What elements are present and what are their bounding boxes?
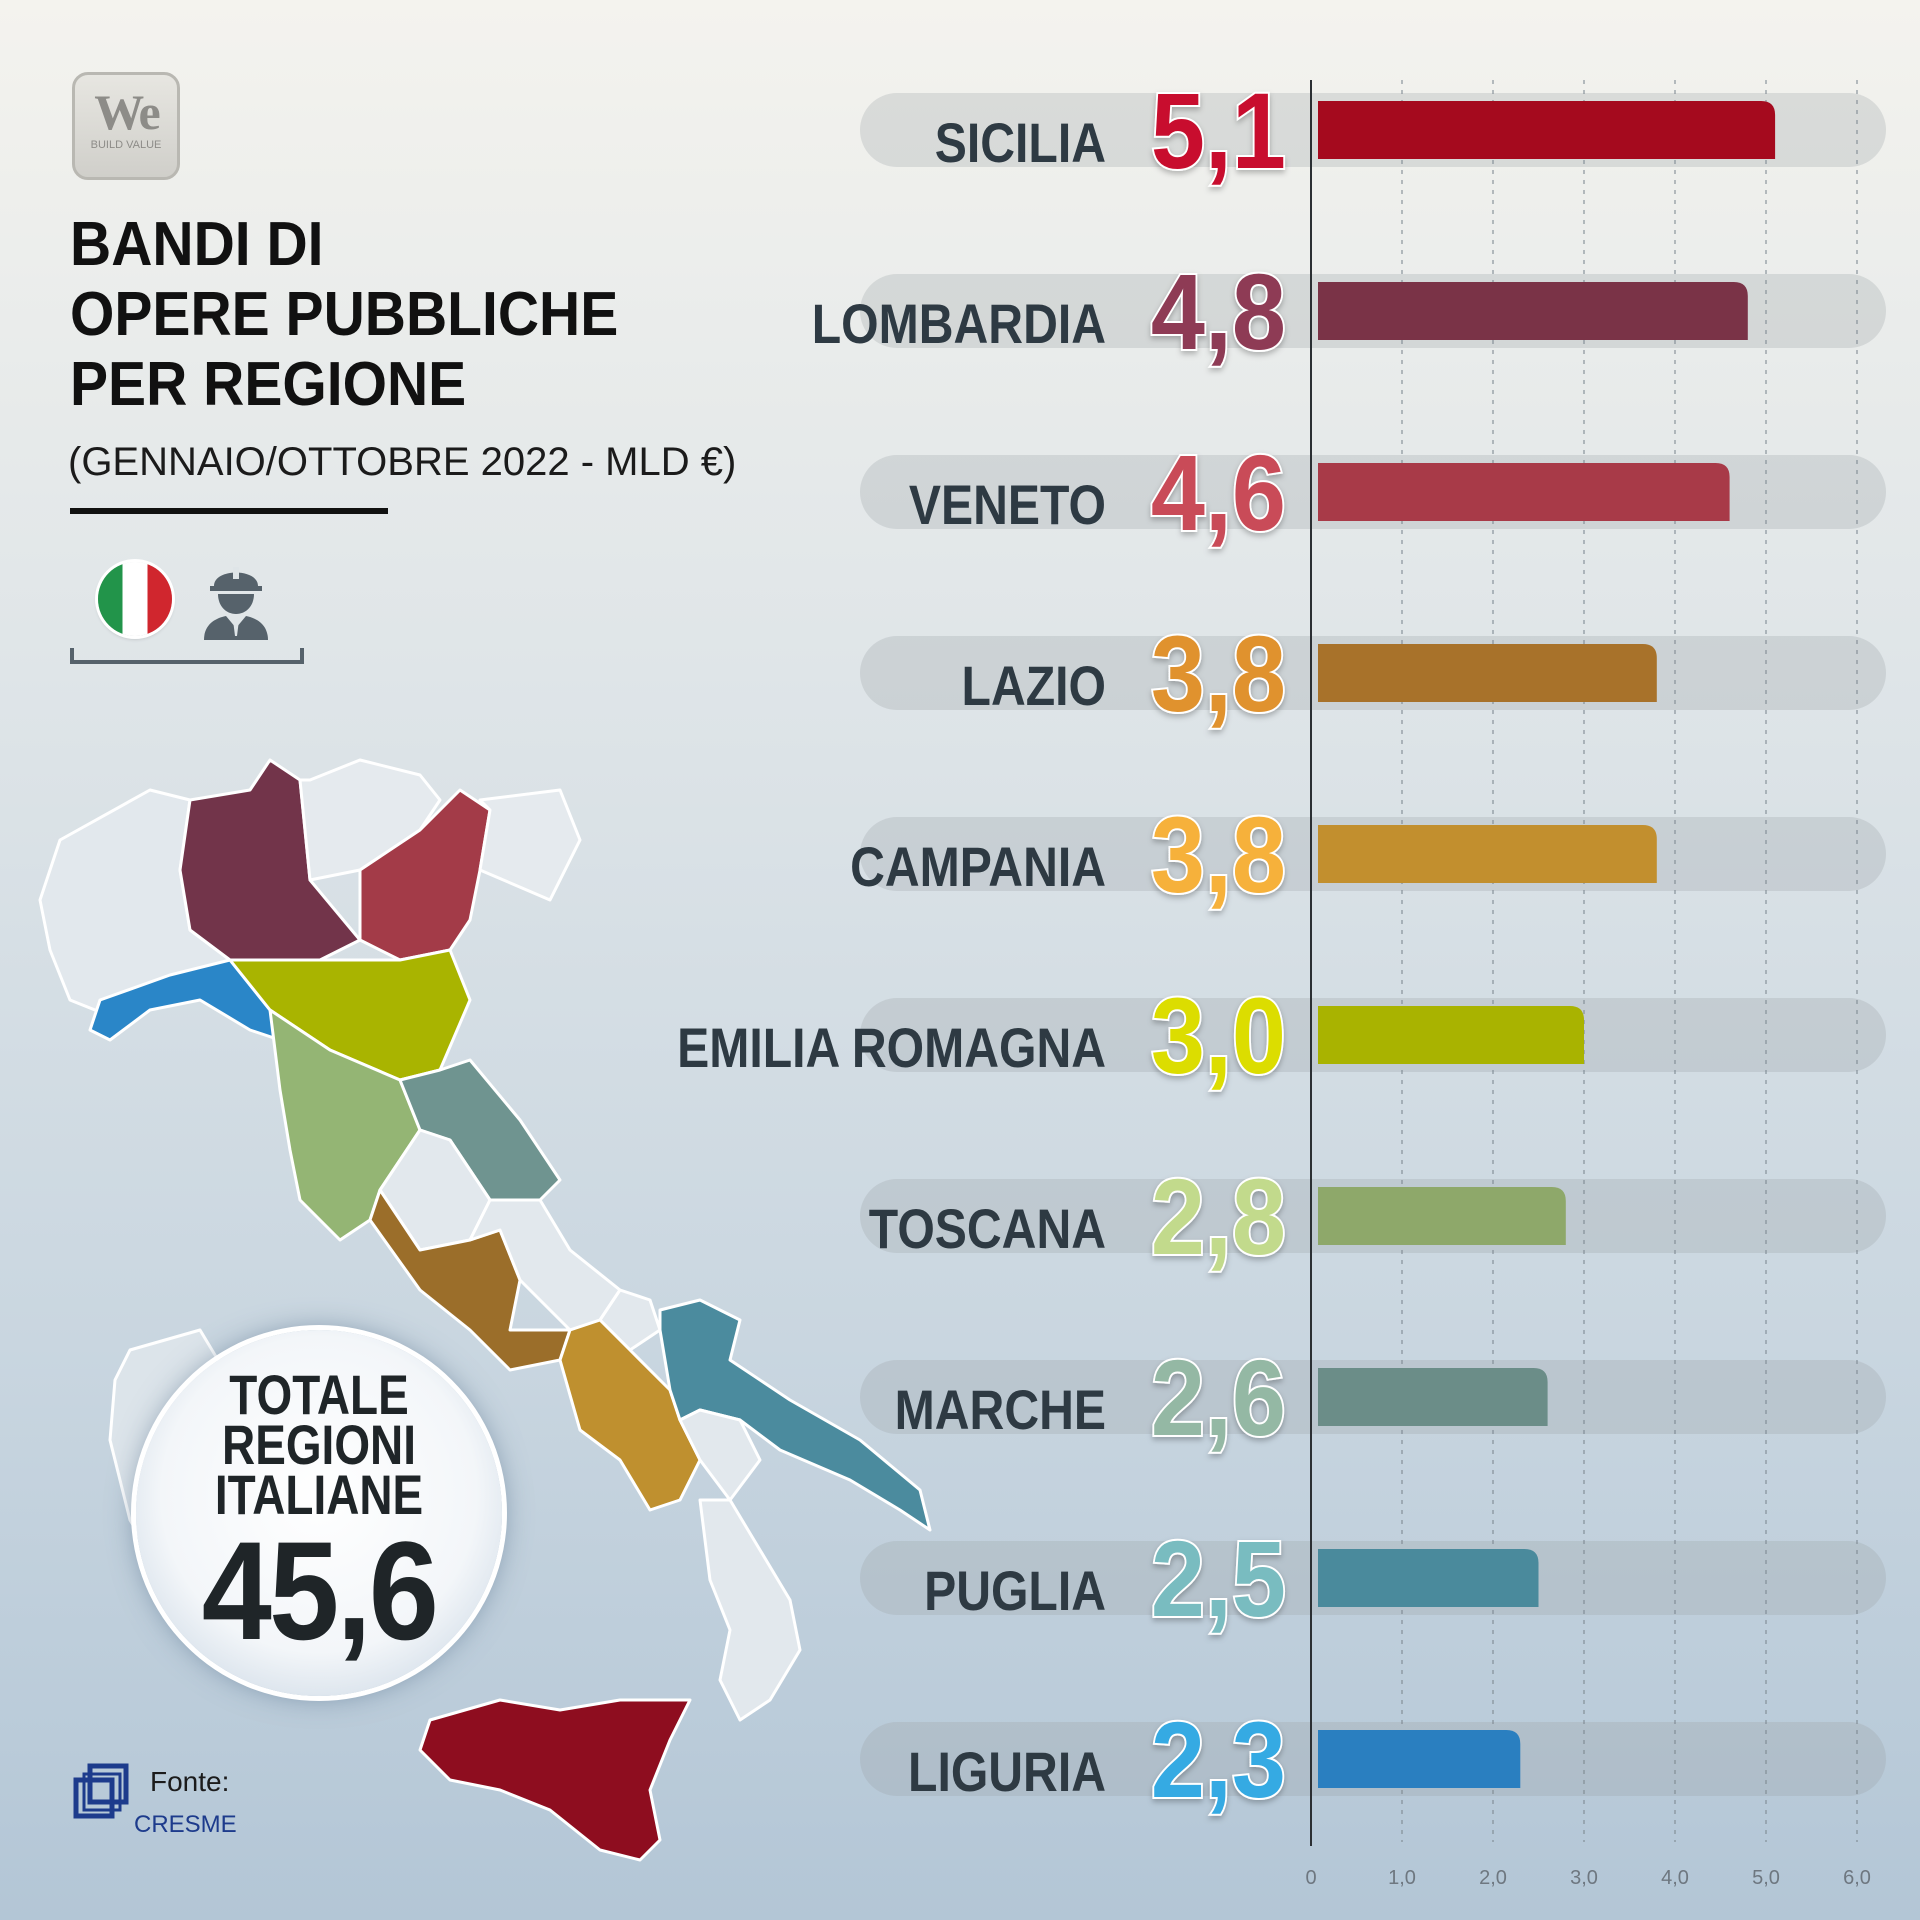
category-label: TOSCANA xyxy=(869,1199,1106,1261)
title-line-3: PER REGIONE xyxy=(70,350,467,419)
total-label-line-3: ITALIANE xyxy=(214,1463,424,1526)
region-liguria xyxy=(88,958,282,1042)
value-label: 2,8 xyxy=(1151,1156,1286,1277)
region-veneto xyxy=(358,788,492,962)
value-label: 5,1 xyxy=(1151,70,1286,191)
x-tick-label: 2,0 xyxy=(1479,1867,1507,1889)
total-label: TOTALE REGIONI ITALIANE xyxy=(169,1363,469,1526)
value-label: 3,8 xyxy=(1151,613,1286,734)
value-label: 3,0 xyxy=(1151,975,1286,1096)
category-label: VENETO xyxy=(909,475,1106,537)
bar xyxy=(1318,644,1657,702)
webuild-logo: We BUILD VALUE xyxy=(72,72,180,180)
bar xyxy=(1318,463,1730,521)
x-tick-label: 6,0 xyxy=(1843,1867,1871,1889)
logo-sub-text: BUILD VALUE xyxy=(90,139,162,151)
region-lazio xyxy=(368,1188,572,1372)
bar xyxy=(1318,1368,1548,1426)
region-campania xyxy=(558,1318,702,1512)
italian-flag-icon xyxy=(98,562,172,636)
region-basilicata xyxy=(678,1408,762,1502)
page-title: BANDI DI OPERE PUBBLICHE PER REGIONE xyxy=(70,210,714,420)
region-puglia xyxy=(658,1298,932,1532)
bar xyxy=(1318,1549,1539,1607)
bar xyxy=(1318,282,1748,340)
category-label: SICILIA xyxy=(935,113,1106,175)
bar xyxy=(1318,825,1657,883)
cresme-logo-icon xyxy=(73,1763,129,1819)
region-calabria xyxy=(698,1498,802,1722)
category-label: PUGLIA xyxy=(924,1561,1106,1623)
region-friuli xyxy=(478,788,582,902)
value-label: 2,5 xyxy=(1151,1518,1286,1639)
x-tick-label: 4,0 xyxy=(1661,1867,1689,1889)
bar xyxy=(1318,101,1776,159)
total-badge: TOTALE REGIONI ITALIANE 45,6 xyxy=(136,1330,502,1696)
construction-worker-icon xyxy=(204,567,268,640)
value-label: 2,3 xyxy=(1151,1699,1286,1820)
category-label: LOMBARDIA xyxy=(812,294,1106,356)
bar xyxy=(1318,1187,1566,1245)
title-line-2: OPERE PUBBLICHE xyxy=(70,280,619,349)
value-label: 3,8 xyxy=(1151,794,1286,915)
category-label: LIGURIA xyxy=(908,1742,1106,1804)
title-divider xyxy=(70,508,388,514)
region-sicilia xyxy=(418,1698,692,1862)
value-label: 4,6 xyxy=(1151,432,1286,553)
total-value: 45,6 xyxy=(201,1512,439,1669)
x-tick-label: 5,0 xyxy=(1752,1867,1780,1889)
x-tick-label: 3,0 xyxy=(1570,1867,1598,1889)
page-subtitle: (GENNAIO/OTTOBRE 2022 - MLD €) xyxy=(68,440,737,484)
total-label-line-2: REGIONI xyxy=(222,1413,416,1476)
category-label: EMILIA ROMAGNA xyxy=(677,1018,1106,1080)
total-label-line-1: TOTALE xyxy=(229,1363,409,1426)
x-tick-label: 1,0 xyxy=(1388,1867,1416,1889)
value-label: 4,8 xyxy=(1151,251,1286,372)
category-label: MARCHE xyxy=(895,1380,1106,1442)
source-label: Fonte: xyxy=(150,1766,230,1797)
icon-bracket xyxy=(70,648,304,664)
value-label: 2,6 xyxy=(1151,1337,1286,1458)
x-tick-label: 0 xyxy=(1305,1867,1316,1889)
title-line-1: BANDI DI xyxy=(70,210,324,279)
category-label: LAZIO xyxy=(962,656,1106,718)
logo-main-text: We xyxy=(94,84,160,140)
bar xyxy=(1318,1730,1521,1788)
source-name: CRESME xyxy=(134,1811,237,1838)
italy-regions-map xyxy=(38,758,932,1862)
bar xyxy=(1318,1006,1584,1064)
category-label: CAMPANIA xyxy=(850,837,1106,899)
